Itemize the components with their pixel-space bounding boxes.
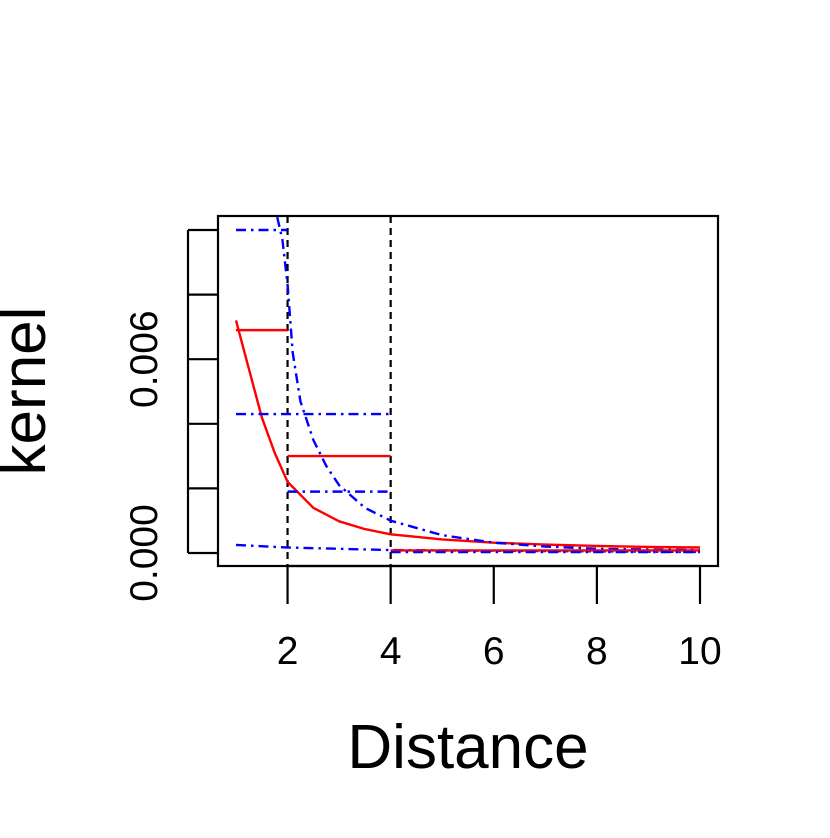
x-tick-label-1: 4 (380, 630, 402, 673)
y-tick-label-3: 0.006 (123, 310, 166, 408)
x-tick-label-0: 2 (277, 630, 299, 673)
y-axis-title: kernel (0, 307, 59, 476)
series-line-1 (276, 216, 701, 552)
chart-axes: 2 4 6 8 10 0.000 0.006 (123, 228, 722, 673)
x-tick-label-3: 8 (586, 630, 608, 673)
y-tick-label-0: 0.000 (123, 504, 166, 602)
plot-frame (216, 214, 720, 568)
chart-marks (234, 216, 701, 566)
x-tick-label-2: 6 (483, 630, 505, 673)
series-line-0 (234, 320, 701, 549)
x-tick-label-4: 10 (678, 630, 721, 673)
x-axis-title: Distance (347, 713, 588, 782)
